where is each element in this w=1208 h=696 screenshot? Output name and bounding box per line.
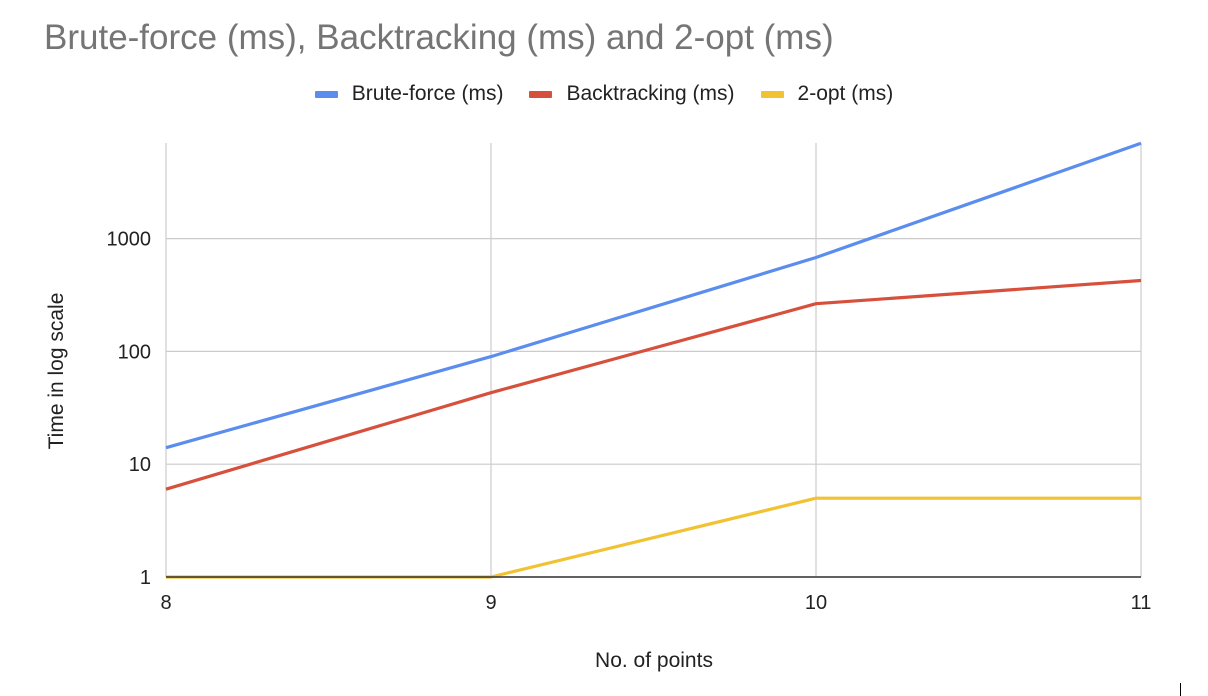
y-tick-label: 10 — [129, 454, 151, 476]
legend-label-2-opt: 2-opt (ms) — [797, 82, 894, 105]
grid-lines — [165, 143, 1142, 578]
x-tick-label: 9 — [485, 592, 496, 614]
legend-item-backtracking: Backtracking (ms) — [529, 82, 735, 106]
y-axis-title: Time in log scale — [45, 293, 68, 450]
series-lines — [165, 141, 1142, 579]
chart-title: Brute-force (ms), Backtracking (ms) and … — [44, 18, 834, 57]
legend-label-brute-force: Brute-force (ms) — [351, 82, 504, 105]
series-line-backtracking — [165, 278, 1142, 491]
legend-swatch-brute-force — [314, 90, 338, 98]
y-tick-label: 1 — [140, 567, 151, 589]
y-tick-label: 100 — [118, 341, 151, 363]
legend-item-2-opt: 2-opt (ms) — [760, 82, 894, 106]
x-tick-label: 10 — [805, 592, 827, 614]
y-tick-label: 1000 — [107, 229, 152, 251]
series-line-brute-force — [165, 141, 1142, 450]
series-line-2-opt — [166, 496, 1141, 579]
x-tick-label: 11 — [1131, 592, 1152, 614]
chart-legend: Brute-force (ms) Backtracking (ms) 2-opt… — [0, 82, 1208, 106]
legend-label-backtracking: Backtracking (ms) — [566, 82, 735, 105]
legend-item-brute-force: Brute-force (ms) — [314, 82, 504, 106]
legend-swatch-2-opt — [760, 90, 784, 98]
legend-swatch-backtracking — [529, 90, 553, 98]
text-cursor — [1180, 683, 1181, 696]
x-tick-label: 8 — [160, 592, 171, 614]
x-axis-title: No. of points — [595, 649, 713, 672]
